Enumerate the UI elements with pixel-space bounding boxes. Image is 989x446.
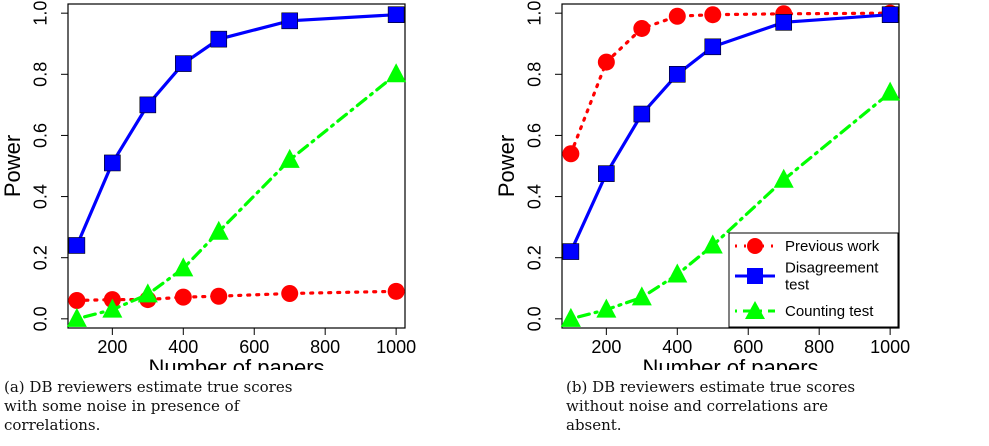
series-line-previous <box>75 289 398 303</box>
point-counting <box>880 81 901 101</box>
series-line-counting <box>75 72 398 321</box>
chart-b-svg: 200 400 600 800 1000 0.0 0.2 0.4 0.6 0.8 1.0 Number… <box>494 1 910 370</box>
chart-panel-a: 200 400 600 800 1000 0.0 0.2 0.4 0.6 0.8 1.0 Number… <box>0 0 494 446</box>
y-tick-label: 0.0 <box>525 306 545 331</box>
y-tick-label: 0.8 <box>31 62 51 87</box>
point-disagreement <box>210 30 228 48</box>
point-previous <box>562 145 580 163</box>
point-disagreement <box>562 243 580 260</box>
point-counting <box>631 286 652 306</box>
x-tick-label: 800 <box>804 337 834 357</box>
x-axis-label: Number of papers <box>148 355 324 370</box>
y-axis-label: Power <box>0 135 25 197</box>
point-counting <box>560 307 581 327</box>
y-tick-label: 0.4 <box>31 184 51 209</box>
y-tick-label: 0.2 <box>525 245 545 270</box>
point-previous <box>597 53 615 71</box>
point-disagreement <box>633 105 651 123</box>
x-axis-label: Number of papers <box>642 355 818 370</box>
point-disagreement <box>598 165 615 182</box>
point-counting <box>667 263 688 283</box>
point-previous <box>387 282 405 300</box>
point-previous <box>68 291 86 309</box>
point-previous <box>210 287 228 305</box>
point-disagreement <box>387 6 405 23</box>
y-tick-label: 1.0 <box>525 1 545 26</box>
chart-panel-b: 200 400 600 800 1000 0.0 0.2 0.4 0.6 0.8 1.0 Number… <box>494 0 988 446</box>
point-previous <box>633 19 651 37</box>
point-disagreement <box>68 237 86 254</box>
point-previous <box>281 284 299 302</box>
point-counting <box>702 234 723 254</box>
legend-label-counting: Counting test <box>785 303 874 320</box>
point-counting <box>386 63 407 83</box>
y-tick-label: 0.0 <box>31 306 51 331</box>
legend-marker-disagreement <box>747 268 763 284</box>
x-tick-label: 200 <box>591 337 621 357</box>
y-tick-label: 0.4 <box>525 184 545 209</box>
y-tick-label: 0.6 <box>31 123 51 148</box>
point-previous <box>668 7 686 25</box>
point-counting <box>173 257 194 277</box>
point-disagreement <box>775 14 793 31</box>
point-counting <box>137 283 158 303</box>
y-axis-label: Power <box>494 135 519 197</box>
point-previous <box>704 6 722 24</box>
point-counting <box>279 148 300 168</box>
y-tick-label: 0.8 <box>525 62 545 87</box>
point-counting <box>208 220 229 240</box>
x-tick-label: 1000 <box>870 337 910 357</box>
x-tick-label: 600 <box>733 337 763 357</box>
caption-b: (b) DB reviewers estimate true scores wi… <box>566 378 856 434</box>
point-disagreement <box>139 96 157 114</box>
plot-frame <box>67 3 406 329</box>
point-disagreement <box>668 66 686 83</box>
point-counting <box>596 298 617 318</box>
legend-label-disagreement: Disagreement test <box>785 260 879 294</box>
x-tick-label: 400 <box>168 337 198 357</box>
point-disagreement <box>881 6 899 23</box>
caption-a: (a) DB reviewers estimate true scores wi… <box>4 378 293 434</box>
point-counting <box>66 307 87 327</box>
plot-frame <box>561 3 900 329</box>
point-disagreement <box>174 55 192 72</box>
legend-label-previous: Previous work <box>785 238 880 255</box>
point-disagreement <box>704 38 722 56</box>
x-tick-label: 1000 <box>376 337 416 357</box>
point-disagreement <box>281 12 299 30</box>
chart-a-svg: 200 400 600 800 1000 0.0 0.2 0.4 0.6 0.8 1.0 Number… <box>0 1 416 370</box>
x-tick-label: 600 <box>239 337 269 357</box>
x-tick-label: 400 <box>662 337 692 357</box>
x-tick-label: 200 <box>97 337 127 357</box>
point-counting <box>102 298 123 318</box>
y-tick-label: 0.6 <box>525 123 545 148</box>
point-disagreement <box>104 154 121 172</box>
y-tick-label: 1.0 <box>31 1 51 26</box>
point-previous <box>174 288 192 306</box>
y-tick-label: 0.2 <box>31 245 51 270</box>
series-line-disagreement <box>75 13 398 248</box>
x-tick-label: 800 <box>310 337 340 357</box>
point-counting <box>773 168 794 188</box>
legend-marker-previous <box>747 238 763 254</box>
legend-marker-counting <box>745 301 765 319</box>
